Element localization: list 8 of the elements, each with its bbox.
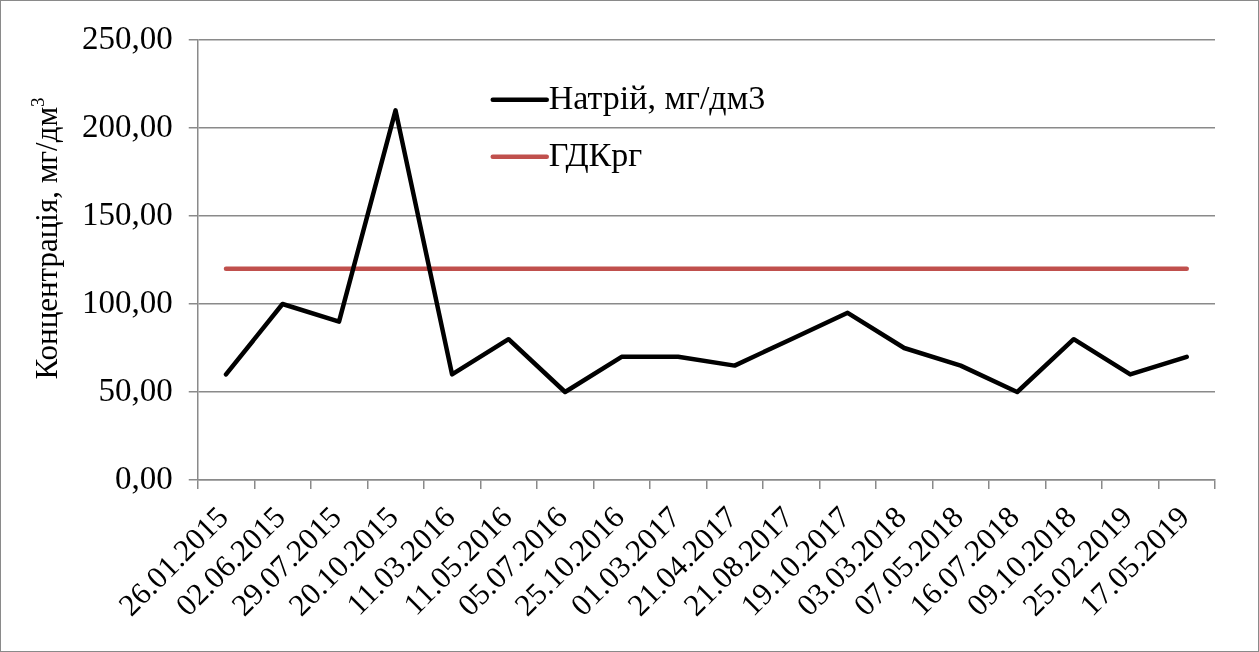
y-tick-label: 200,00 <box>82 107 173 144</box>
y-tick-label: 100,00 <box>82 283 173 320</box>
y-tick-label: 250,00 <box>82 19 173 56</box>
y-tick-label: 150,00 <box>82 195 173 232</box>
y-tick-label: 50,00 <box>98 371 173 408</box>
y-tick-label: 0,00 <box>115 459 173 496</box>
legend-label: Натрій, мг/дм3 <box>548 78 766 116</box>
legend-label: ГДКрг <box>548 135 643 173</box>
